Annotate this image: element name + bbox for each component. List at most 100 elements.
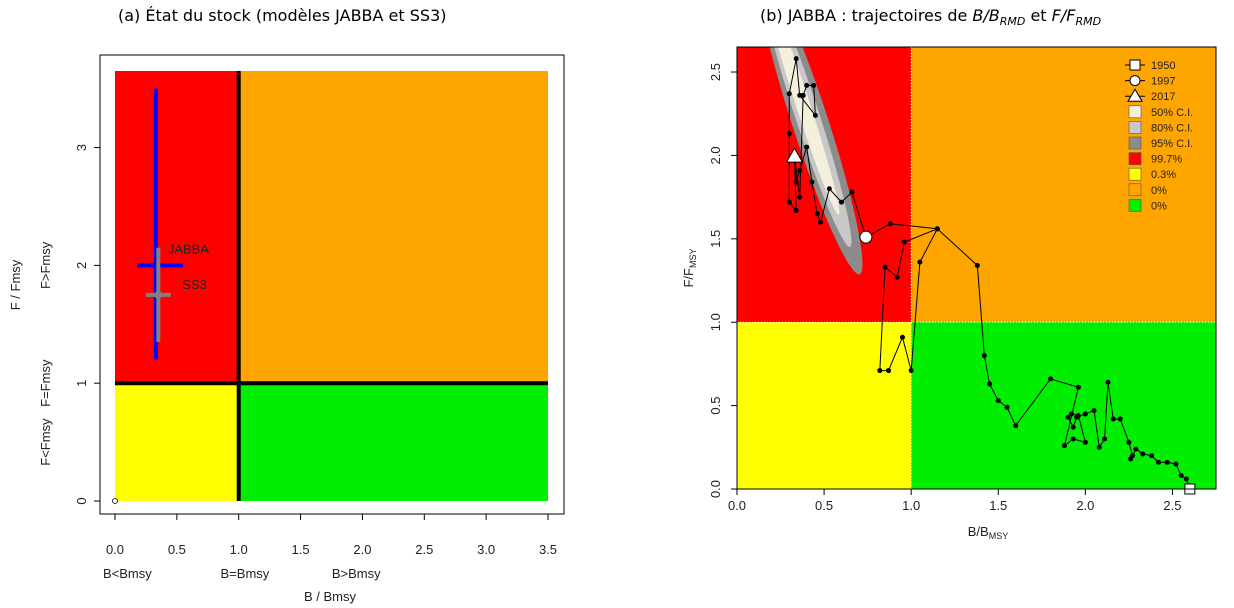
- trajectory-point: [1129, 453, 1135, 459]
- legend-label: 99.7%: [1151, 154, 1182, 166]
- quadrant-b-top-right: [911, 47, 1216, 323]
- x-tick-label: 1.5: [989, 498, 1007, 513]
- trajectory-point: [812, 112, 818, 118]
- trajectory-point: [1082, 439, 1088, 445]
- trajectory-point: [814, 211, 820, 217]
- y-tick-label: 2: [74, 262, 89, 269]
- trajectory-point: [887, 221, 893, 227]
- trajectory-point: [1070, 436, 1076, 442]
- quadrant-a-top-right: [238, 71, 548, 384]
- trajectory-point: [793, 56, 799, 62]
- trajectory-point: [1096, 444, 1102, 450]
- quadrant-b-bottom-right: [911, 322, 1216, 489]
- trajectory-point: [1061, 443, 1067, 449]
- trajectory-point: [901, 239, 907, 245]
- quadrant-a-bottom-left: [115, 383, 239, 501]
- trajectory-point: [818, 219, 824, 225]
- panel-b-title: (b) JABBA : trajectoires de B/BRMD et F/…: [760, 6, 1101, 28]
- trajectory-point: [1075, 384, 1081, 390]
- trajectory-point: [934, 226, 940, 232]
- legend-swatch: [1128, 167, 1142, 181]
- origin-point: [112, 498, 118, 504]
- legend-label: 0.3%: [1151, 169, 1176, 181]
- y-region-label: F=Fmsy: [38, 359, 53, 407]
- y-tick-label: 0: [74, 497, 89, 504]
- trajectory-point: [1140, 451, 1146, 457]
- trajectory-point: [894, 274, 900, 280]
- panel-b-title-f: F/FRMD: [1051, 6, 1102, 29]
- trajectory-point: [1068, 411, 1074, 417]
- marker-2017: [785, 147, 804, 163]
- y-tick-label: 0.0: [708, 480, 723, 498]
- x-tick-label: 2.0: [353, 542, 371, 557]
- panel-b-title-b: B/BRMD: [972, 6, 1026, 29]
- x-region-label: B<Bmsy: [103, 566, 152, 581]
- trajectory-point: [839, 199, 845, 205]
- trajectory-point: [1004, 404, 1010, 410]
- trajectory-point: [797, 167, 803, 173]
- x-axis-title: B / Bmsy: [304, 589, 357, 604]
- trajectory-point: [1183, 476, 1189, 482]
- legend-swatch-1997: [1129, 75, 1141, 87]
- trajectory-point: [1110, 416, 1116, 422]
- ss3-point: [154, 290, 163, 299]
- y-tick-label: 1.5: [708, 230, 723, 248]
- trajectory-point: [804, 144, 810, 150]
- trajectory-point: [786, 199, 792, 205]
- y-tick-label: 3: [74, 144, 89, 151]
- trajectory-point: [1070, 424, 1076, 430]
- trajectory-point: [1149, 453, 1155, 459]
- y-tick-label: 1: [74, 380, 89, 387]
- legend-label: 1997: [1151, 76, 1175, 88]
- trajectory-point: [1065, 414, 1071, 420]
- ss3-label: SS3: [182, 277, 207, 292]
- trajectory-point: [974, 262, 980, 268]
- x-tick-label: 1.0: [230, 542, 248, 557]
- trajectory-point: [849, 189, 855, 195]
- legend-swatch: [1128, 199, 1142, 212]
- panel-b-frame: [736, 46, 1217, 490]
- x-tick-label: 3.5: [539, 542, 557, 557]
- x-region-label: B=Bmsy: [221, 566, 270, 581]
- trajectory-point: [1075, 413, 1081, 419]
- trajectory-point: [826, 186, 832, 192]
- trajectory-point: [1013, 423, 1019, 429]
- y-region-label: F>Fmsy: [38, 241, 53, 289]
- trajectory-point: [1164, 459, 1170, 465]
- trajectory-point: [908, 368, 914, 374]
- legend-swatch: [1128, 136, 1142, 150]
- x-tick-label: 2.5: [1163, 498, 1181, 513]
- panel-a-frame: [99, 54, 565, 515]
- trajectory-point: [800, 92, 806, 98]
- trajectory-point: [793, 207, 799, 213]
- panel-b-title-mid: et: [1025, 6, 1052, 25]
- legend-label: 50% C.I.: [1151, 107, 1193, 119]
- trajectory-point: [886, 368, 892, 374]
- marker-1997: [859, 230, 873, 244]
- trajectory-point: [877, 368, 883, 374]
- trajectory-point: [811, 82, 817, 88]
- trajectory-point: [882, 264, 888, 270]
- trajectory-point: [786, 131, 792, 137]
- x-tick-label: 3.0: [477, 542, 495, 557]
- legend-label: 0%: [1151, 200, 1167, 212]
- trajectory-point: [1126, 439, 1132, 445]
- trajectory-point: [899, 334, 905, 340]
- x-tick-label: 0.0: [728, 498, 746, 513]
- trajectory-point: [1117, 416, 1123, 422]
- trajectory-point: [793, 179, 799, 185]
- legend-label: 0%: [1151, 185, 1167, 197]
- x-axis-title: B/BMSY: [968, 524, 1008, 541]
- trajectory-point: [1048, 376, 1054, 382]
- legend-swatch: [1128, 105, 1142, 119]
- legend-label: 95% C.I.: [1151, 138, 1193, 150]
- x-tick-label: 1.0: [902, 498, 920, 513]
- trajectory-point: [797, 92, 803, 98]
- legend-swatch-2017: [1127, 88, 1143, 102]
- quadrant-b-bottom-left: [737, 322, 912, 489]
- trajectory-point: [995, 398, 1001, 404]
- trajectory-point: [1082, 411, 1088, 417]
- trajectory-point: [786, 91, 792, 97]
- y-tick-label: 2.0: [708, 146, 723, 164]
